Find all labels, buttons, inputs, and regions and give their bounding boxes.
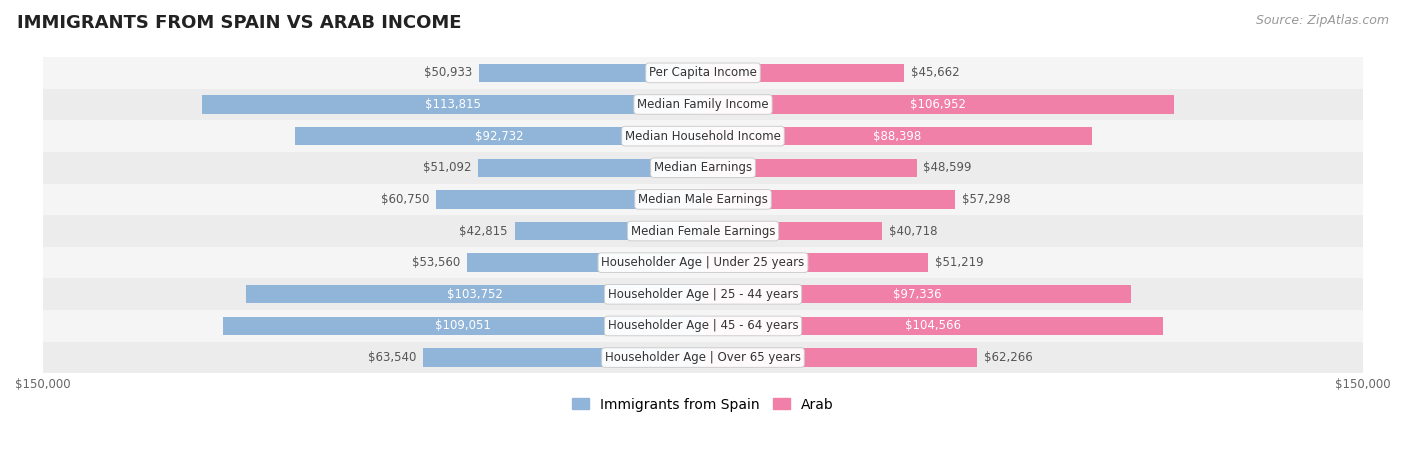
Text: $88,398: $88,398: [873, 130, 922, 142]
Bar: [423, 348, 703, 367]
Bar: [703, 317, 1163, 335]
Bar: [467, 254, 703, 272]
Bar: [703, 159, 917, 177]
Text: $51,092: $51,092: [423, 161, 471, 174]
Text: Median Household Income: Median Household Income: [626, 130, 780, 142]
Text: Householder Age | 25 - 44 years: Householder Age | 25 - 44 years: [607, 288, 799, 301]
Bar: [436, 190, 703, 209]
Bar: [703, 254, 928, 272]
Bar: [42, 278, 1364, 310]
Bar: [202, 95, 703, 113]
Bar: [703, 127, 1092, 145]
Text: $106,952: $106,952: [910, 98, 966, 111]
Bar: [42, 120, 1364, 152]
Text: Median Male Earnings: Median Male Earnings: [638, 193, 768, 206]
Bar: [703, 222, 882, 240]
Text: Median Family Income: Median Family Income: [637, 98, 769, 111]
Text: Householder Age | Under 25 years: Householder Age | Under 25 years: [602, 256, 804, 269]
Text: $50,933: $50,933: [425, 66, 472, 79]
Text: $63,540: $63,540: [368, 351, 416, 364]
Bar: [703, 285, 1132, 304]
Text: $104,566: $104,566: [905, 319, 962, 333]
Bar: [42, 247, 1364, 278]
Text: IMMIGRANTS FROM SPAIN VS ARAB INCOME: IMMIGRANTS FROM SPAIN VS ARAB INCOME: [17, 14, 461, 32]
Text: Per Capita Income: Per Capita Income: [650, 66, 756, 79]
Bar: [42, 89, 1364, 120]
Bar: [295, 127, 703, 145]
Bar: [703, 64, 904, 82]
Text: Householder Age | 45 - 64 years: Householder Age | 45 - 64 years: [607, 319, 799, 333]
Bar: [42, 310, 1364, 342]
Bar: [42, 152, 1364, 184]
Text: $60,750: $60,750: [381, 193, 429, 206]
Text: $48,599: $48,599: [924, 161, 972, 174]
Bar: [703, 95, 1174, 113]
Text: $45,662: $45,662: [911, 66, 959, 79]
Text: $113,815: $113,815: [425, 98, 481, 111]
Bar: [246, 285, 703, 304]
Text: $92,732: $92,732: [475, 130, 523, 142]
Bar: [703, 190, 955, 209]
Text: Source: ZipAtlas.com: Source: ZipAtlas.com: [1256, 14, 1389, 27]
Text: $103,752: $103,752: [447, 288, 502, 301]
Text: $57,298: $57,298: [962, 193, 1011, 206]
Text: $109,051: $109,051: [434, 319, 491, 333]
Text: $53,560: $53,560: [412, 256, 461, 269]
Text: Householder Age | Over 65 years: Householder Age | Over 65 years: [605, 351, 801, 364]
Text: $40,718: $40,718: [889, 225, 938, 238]
Bar: [42, 57, 1364, 89]
Bar: [479, 64, 703, 82]
Text: $62,266: $62,266: [984, 351, 1032, 364]
Text: Median Earnings: Median Earnings: [654, 161, 752, 174]
Legend: Immigrants from Spain, Arab: Immigrants from Spain, Arab: [567, 392, 839, 417]
Text: $42,815: $42,815: [460, 225, 508, 238]
Bar: [515, 222, 703, 240]
Bar: [42, 215, 1364, 247]
Bar: [42, 342, 1364, 374]
Text: Median Female Earnings: Median Female Earnings: [631, 225, 775, 238]
Text: $51,219: $51,219: [935, 256, 984, 269]
Bar: [224, 317, 703, 335]
Bar: [42, 184, 1364, 215]
Bar: [478, 159, 703, 177]
Text: $97,336: $97,336: [893, 288, 942, 301]
Bar: [703, 348, 977, 367]
